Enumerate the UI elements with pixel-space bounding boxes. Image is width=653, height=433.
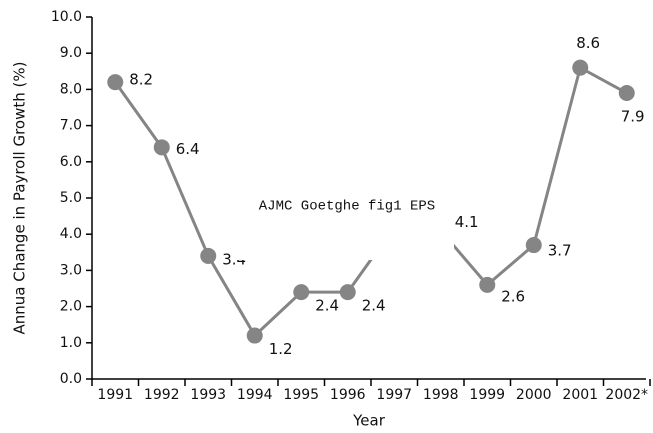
data-label: 4.1 [455, 213, 479, 231]
x-tick-label: 1996 [330, 387, 366, 403]
x-tick-label: 1997 [376, 387, 412, 403]
x-tick-label: 1998 [423, 387, 459, 403]
data-label: 7.9 [621, 108, 645, 126]
x-tick-label: 1992 [144, 387, 180, 403]
annotation: AJMC Goetghe fig1 EPS [259, 199, 435, 215]
y-tick-label: 9.0 [60, 45, 82, 61]
x-tick-label: 2000 [516, 387, 552, 403]
data-label: 8.6 [576, 34, 600, 52]
x-tick-label: 1991 [97, 387, 133, 403]
x-tick-label: 1994 [237, 387, 273, 403]
data-label: 2.4 [315, 297, 339, 315]
y-tick-label: 2.0 [60, 299, 82, 315]
x-tick-label: 2002* [605, 387, 648, 403]
y-tick-label: 5.0 [60, 190, 82, 206]
y-tick-label: 7.0 [60, 118, 82, 134]
marker [572, 59, 589, 76]
marker [479, 276, 496, 293]
marker [525, 237, 542, 254]
marker [339, 284, 356, 301]
y-tick-label: 1.0 [60, 335, 82, 351]
data-label: 3.7 [548, 242, 572, 260]
marker [200, 247, 217, 264]
data-label: 2.6 [501, 287, 525, 305]
y-tick-label: 0.0 [60, 371, 82, 387]
x-tick-label: 2001 [562, 387, 598, 403]
marker [153, 139, 170, 156]
data-label: 1.2 [269, 340, 293, 358]
y-axis-label: Annua Change in Payroll Growth (%) [11, 62, 29, 335]
y-tick-label: 10.0 [51, 9, 82, 25]
marker [107, 74, 124, 91]
data-label: 8.2 [129, 71, 153, 89]
data-label: 6.4 [176, 140, 200, 158]
x-tick-label: 1995 [283, 387, 319, 403]
data-label: 2.4 [362, 297, 386, 315]
marker [293, 284, 310, 301]
y-tick-label: 6.0 [60, 154, 82, 170]
x-tick-label: 1999 [469, 387, 505, 403]
annotation-box-2 [380, 228, 432, 288]
marker [246, 327, 263, 344]
x-tick-label: 1993 [190, 387, 226, 403]
marker [618, 85, 635, 102]
x-axis-label: Year [352, 412, 386, 430]
y-tick-label: 8.0 [60, 81, 82, 97]
y-tick-label: 3.0 [60, 262, 82, 278]
y-tick-label: 4.0 [60, 226, 82, 242]
